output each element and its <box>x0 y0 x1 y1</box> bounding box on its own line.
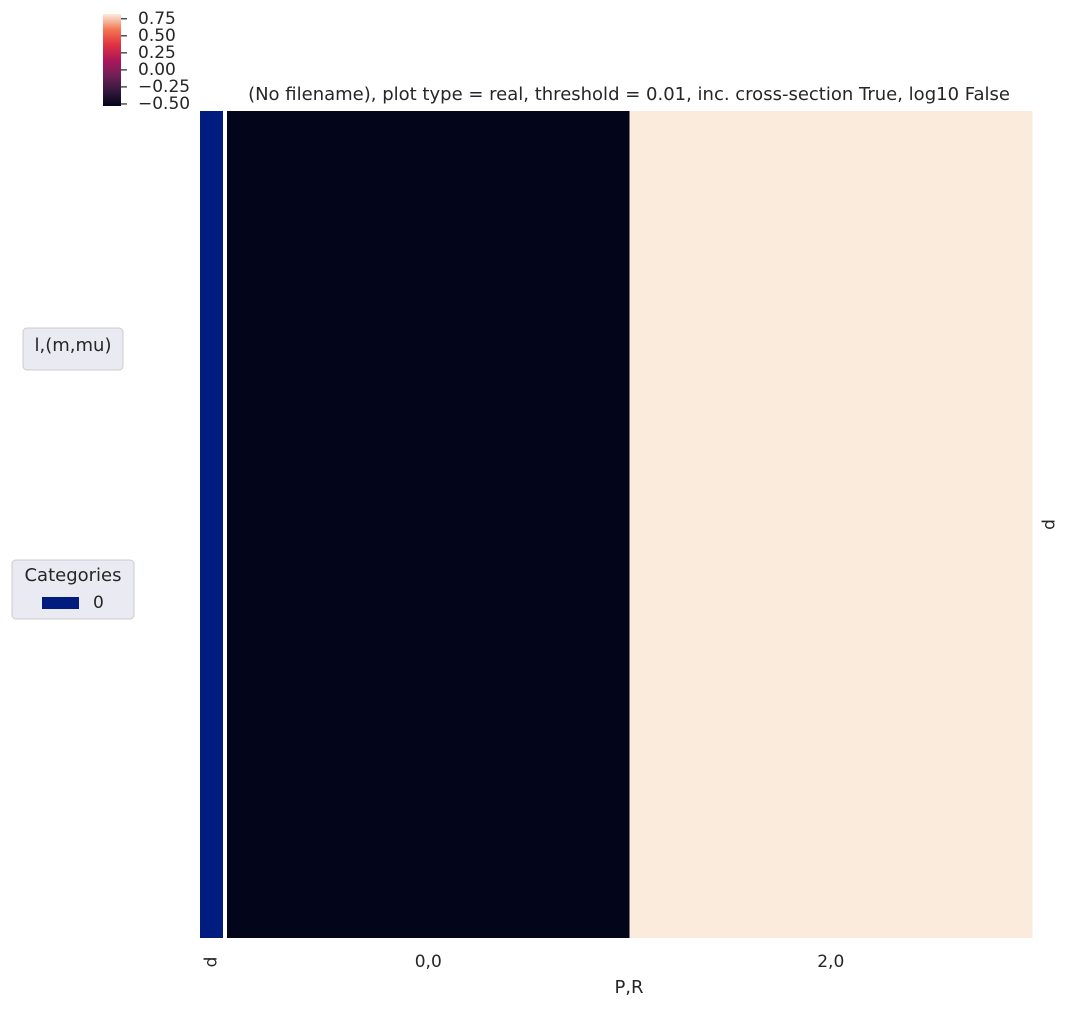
colorbar-tick-label: 0.50 <box>138 26 176 46</box>
colorbar-tick-label: 0.75 <box>138 9 176 29</box>
row-color-label: p <box>202 957 222 968</box>
legend-label: 0 <box>93 593 104 613</box>
x-tick-label: 2,0 <box>817 952 844 972</box>
legend-title: Categories <box>24 565 121 586</box>
row-color <box>200 111 223 938</box>
heatmap-cell <box>227 111 630 938</box>
heatmap-cell <box>629 111 1033 938</box>
colorbar-tick-label: −0.50 <box>138 94 190 114</box>
legend-swatch <box>42 597 79 609</box>
legend-title: l,(m,mu) <box>35 335 112 356</box>
x-tick-label: 0,0 <box>415 952 442 972</box>
colorbar-tick-label: 0.00 <box>138 60 176 80</box>
x-axis-label: P,R <box>614 977 643 998</box>
colorbar <box>103 14 121 106</box>
y-tick-label: p <box>1040 519 1060 530</box>
legend-box <box>22 327 124 371</box>
colorbar-tick-label: 0.25 <box>138 43 176 63</box>
chart-title: (No filename), plot type = real, thresho… <box>248 84 1010 105</box>
colorbar-tick-label: −0.25 <box>138 77 190 97</box>
